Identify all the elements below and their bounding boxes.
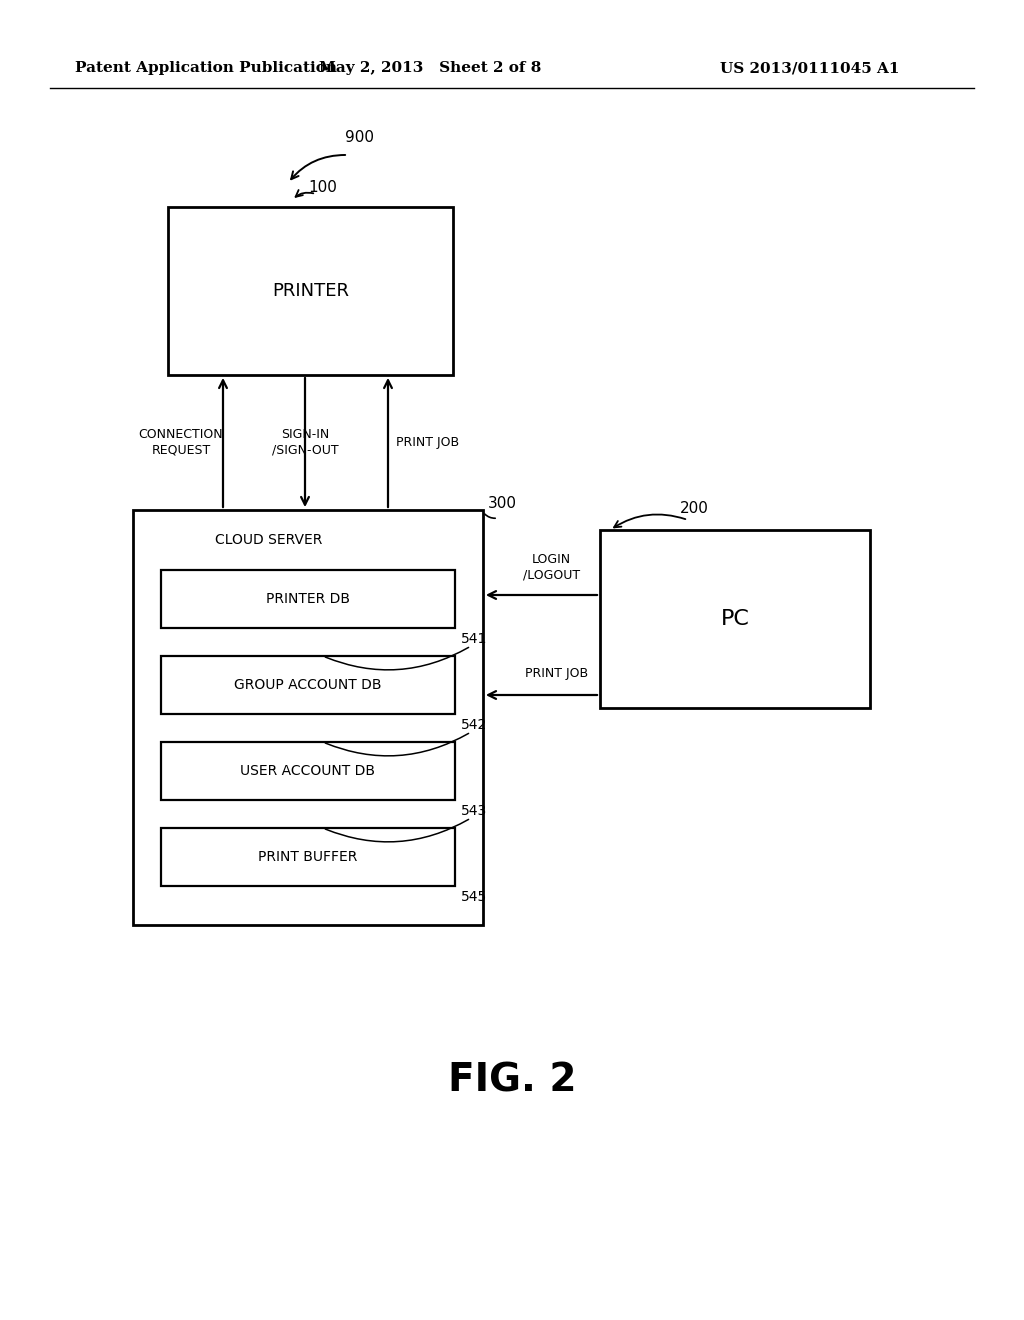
Text: 545: 545 [461,890,487,904]
Bar [168,207,453,375]
Text: CLOUD SERVER: CLOUD SERVER [215,533,323,546]
Text: 300: 300 [488,496,517,511]
Text: LOGIN
/LOGOUT: LOGIN /LOGOUT [523,553,580,581]
Text: PRINTER: PRINTER [272,282,349,300]
Text: 200: 200 [680,502,709,516]
Text: 543: 543 [461,804,487,818]
Text: PRINT BUFFER: PRINT BUFFER [258,850,357,865]
Bar [161,742,455,800]
Text: SIGN-IN
/SIGN-OUT: SIGN-IN /SIGN-OUT [271,429,338,457]
Text: PRINT JOB: PRINT JOB [525,667,588,680]
Text: USER ACCOUNT DB: USER ACCOUNT DB [241,764,376,777]
Text: 100: 100 [308,181,337,195]
Text: 541: 541 [461,632,487,645]
Bar [161,570,455,628]
Text: 542: 542 [461,718,487,733]
Text: PRINT JOB: PRINT JOB [396,436,460,449]
Bar [161,828,455,886]
Text: FIG. 2: FIG. 2 [447,1061,577,1100]
Bar [133,510,483,925]
Text: CONNECTION
REQUEST: CONNECTION REQUEST [138,429,223,457]
Bar [600,531,870,708]
Text: PC: PC [721,609,750,630]
Bar [161,656,455,714]
Text: Patent Application Publication: Patent Application Publication [75,61,337,75]
Text: GROUP ACCOUNT DB: GROUP ACCOUNT DB [234,678,382,692]
Text: US 2013/0111045 A1: US 2013/0111045 A1 [720,61,899,75]
Text: 900: 900 [345,131,374,145]
Text: May 2, 2013   Sheet 2 of 8: May 2, 2013 Sheet 2 of 8 [318,61,542,75]
Text: PRINTER DB: PRINTER DB [266,591,350,606]
